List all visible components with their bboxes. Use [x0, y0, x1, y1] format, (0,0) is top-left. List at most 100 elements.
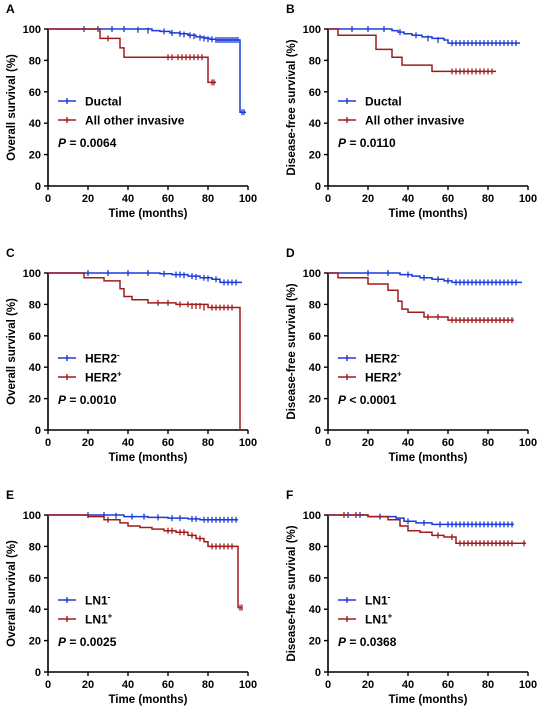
panel-label-b: B: [286, 2, 295, 16]
x-tick-label: 20: [82, 437, 94, 449]
x-tick-label: 100: [239, 437, 257, 449]
panel-b: B 0 20 40 60 80 100 0 20 40 60 80 100 Time (months) D…: [286, 2, 537, 220]
y-tick-label: 80: [29, 299, 41, 311]
y-tick-label: 80: [309, 541, 321, 553]
panel-label-d: D: [286, 246, 295, 260]
x-tick-label: 100: [239, 679, 257, 691]
x-tick-label: 80: [482, 193, 494, 205]
p-value-number: = 0.0064: [66, 136, 117, 150]
x-tick-label: 100: [239, 193, 257, 205]
x-tick-label: 20: [362, 437, 374, 449]
y-tick-label: 0: [315, 667, 321, 679]
legend-label-superscript: +: [388, 612, 393, 621]
x-axis-title: Time (months): [388, 452, 467, 464]
legend-label: HER2+: [85, 370, 122, 385]
x-tick-label: 20: [82, 193, 94, 205]
survival-curve-blue: [48, 272, 242, 284]
p-value-number: < 0.0001: [346, 393, 397, 407]
p-value: P = 0.0368: [338, 635, 397, 649]
x-tick-label: 100: [519, 193, 537, 205]
panel-e: E 0 20 40 60 80 100 0 20 40 60 80 100 Time (months) O…: [6, 488, 257, 706]
x-tick-label: 0: [325, 437, 331, 449]
x-tick-label: 60: [162, 679, 174, 691]
y-tick-label: 20: [309, 150, 321, 162]
survival-curve-red: [328, 514, 526, 545]
legend-label-superscript: -: [117, 351, 120, 360]
legend-label-superscript: +: [117, 370, 122, 379]
legend-label: Ductal: [85, 95, 122, 109]
survival-curve-red: [328, 28, 496, 73]
p-value-number: = 0.0010: [66, 393, 117, 407]
y-tick-label: 20: [29, 394, 41, 406]
legend-label: All other invasive: [85, 114, 185, 128]
x-tick-label: 0: [45, 679, 51, 691]
legend-label: All other invasive: [365, 114, 465, 128]
x-axis-title: Time (months): [108, 694, 187, 706]
y-tick-label: 40: [309, 362, 321, 374]
x-tick-label: 20: [82, 679, 94, 691]
panel-label-c: C: [6, 246, 15, 260]
x-tick-label: 40: [122, 437, 134, 449]
legend-label: LN1+: [365, 612, 393, 627]
legend-label-superscript: +: [108, 612, 113, 621]
p-value-symbol: P: [338, 393, 347, 407]
x-axis-title: Time (months): [108, 208, 187, 220]
y-tick-label: 20: [309, 394, 321, 406]
p-value-number: = 0.0110: [346, 136, 396, 150]
survival-curve-blue: [328, 28, 520, 44]
x-tick-label: 20: [362, 193, 374, 205]
y-tick-label: 60: [29, 331, 41, 343]
panel-a: A 0 20 40 60 80 100 0 20 40 60 80 100 Time (months) O…: [6, 2, 257, 220]
x-tick-label: 60: [162, 437, 174, 449]
legend-label: HER2-: [365, 351, 400, 366]
x-tick-label: 60: [442, 679, 454, 691]
legend-label-superscript: +: [397, 370, 402, 379]
y-tick-label: 60: [29, 573, 41, 585]
y-tick-label: 80: [309, 299, 321, 311]
legend-label-superscript: -: [397, 351, 400, 360]
survival-curve-red: [328, 272, 514, 321]
legend-label: LN1-: [365, 593, 391, 608]
x-tick-label: 0: [45, 437, 51, 449]
x-tick-label: 100: [519, 679, 537, 691]
x-tick-label: 40: [402, 193, 414, 205]
x-tick-label: 60: [442, 437, 454, 449]
y-tick-label: 100: [23, 24, 41, 36]
y-axis-title: Disease-free survival (%): [286, 283, 298, 419]
y-tick-label: 80: [29, 541, 41, 553]
y-tick-label: 100: [303, 510, 321, 522]
y-tick-label: 60: [309, 87, 321, 99]
panel-label-a: A: [6, 2, 15, 16]
x-tick-label: 60: [162, 193, 174, 205]
y-tick-label: 80: [29, 55, 41, 67]
y-tick-label: 100: [303, 24, 321, 36]
x-tick-label: 100: [519, 437, 537, 449]
x-tick-label: 40: [122, 679, 134, 691]
survival-curve-blue: [328, 272, 522, 284]
y-tick-label: 0: [315, 181, 321, 193]
legend-label: Ductal: [365, 95, 402, 109]
survival-curve-red: [48, 28, 216, 84]
x-tick-label: 0: [325, 679, 331, 691]
p-value: P = 0.0010: [58, 393, 117, 407]
p-value-number: = 0.0025: [66, 635, 117, 649]
x-tick-label: 0: [45, 193, 51, 205]
y-tick-label: 40: [29, 362, 41, 374]
y-tick-label: 0: [35, 181, 41, 193]
survival-curve-red: [48, 514, 242, 609]
x-tick-label: 80: [482, 679, 494, 691]
y-tick-label: 60: [309, 573, 321, 585]
legend-label-superscript: -: [388, 593, 391, 602]
x-tick-label: 40: [122, 193, 134, 205]
x-tick-label: 40: [402, 437, 414, 449]
x-tick-label: 80: [482, 437, 494, 449]
x-tick-label: 60: [442, 193, 454, 205]
y-tick-label: 40: [29, 604, 41, 616]
legend-label: HER2+: [365, 370, 402, 385]
y-axis-title: Disease-free survival (%): [286, 525, 298, 661]
y-tick-label: 40: [29, 118, 41, 130]
y-tick-label: 100: [23, 510, 41, 522]
panel-d: D 0 20 40 60 80 100 0 20 40 60 80 100 Time (months) D…: [286, 246, 537, 464]
y-tick-label: 20: [29, 636, 41, 648]
